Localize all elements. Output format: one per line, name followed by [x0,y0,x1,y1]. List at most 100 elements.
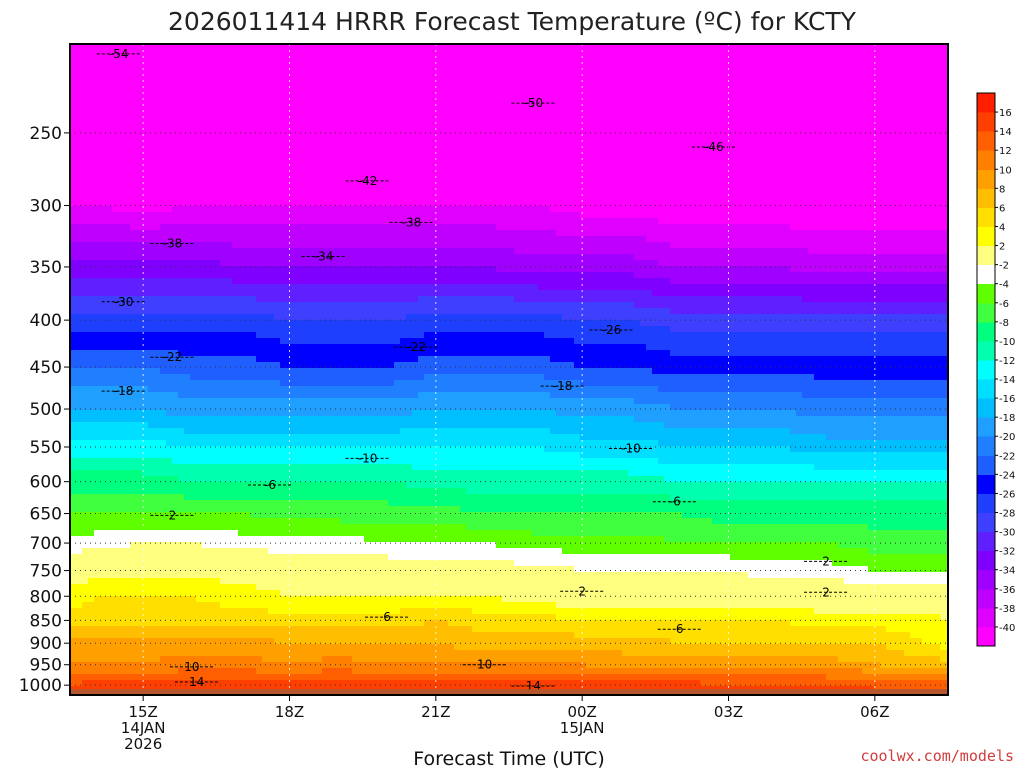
temperature-cell [130,116,136,122]
temperature-cell [136,482,142,488]
temperature-cell [274,686,280,692]
temperature-cell [268,524,274,530]
temperature-cell [148,362,154,368]
temperature-cell [160,578,166,584]
temperature-cell [184,536,190,542]
temperature-cell [82,68,88,74]
temperature-cell [244,314,250,320]
temperature-cell [160,608,166,614]
temperature-cell [322,134,328,140]
temperature-cell [136,572,142,578]
temperature-cell [220,236,226,242]
temperature-cell [232,86,238,92]
temperature-cell [220,80,226,86]
temperature-cell [94,200,100,206]
temperature-cell [292,200,298,206]
temperature-cell [280,92,286,98]
temperature-cell [76,680,82,686]
temperature-cell [70,164,76,170]
temperature-cell [88,614,94,620]
temperature-cell [112,440,118,446]
temperature-cell [124,608,130,614]
temperature-cell [136,110,142,116]
temperature-cell [118,470,124,476]
temperature-cell [280,542,286,548]
temperature-cell [196,386,202,392]
temperature-cell [268,254,274,260]
temperature-cell [160,398,166,404]
temperature-cell [280,680,286,686]
temperature-cell [244,638,250,644]
temperature-cell [286,140,292,146]
temperature-cell [184,422,190,428]
temperature-cell [154,566,160,572]
temperature-cell [322,170,328,176]
temperature-cell [124,50,130,56]
temperature-cell [286,356,292,362]
temperature-cell [112,290,118,296]
temperature-cell [274,584,280,590]
temperature-cell [232,566,238,572]
temperature-cell [250,398,256,404]
temperature-cell [82,422,88,428]
temperature-cell [262,164,268,170]
temperature-cell [292,428,298,434]
temperature-cell [256,182,262,188]
temperature-cell [88,308,94,314]
temperature-cell [328,314,334,320]
temperature-cell [190,224,196,230]
temperature-cell [100,62,106,68]
temperature-cell [220,626,226,632]
temperature-cell [196,176,202,182]
temperature-cell [256,56,262,62]
temperature-cell [328,62,334,68]
temperature-cell [88,632,94,638]
temperature-cell [244,80,250,86]
temperature-cell [196,188,202,194]
temperature-cell [256,650,262,656]
temperature-cell [88,404,94,410]
temperature-cell [310,230,316,236]
temperature-cell [154,212,160,218]
temperature-cell [298,380,304,386]
temperature-cell [262,644,268,650]
temperature-cell [208,50,214,56]
temperature-cell [208,122,214,128]
temperature-cell [226,686,232,692]
temperature-cell [310,110,316,116]
temperature-cell [178,86,184,92]
temperature-cell [184,80,190,86]
temperature-cell [178,638,184,644]
temperature-cell [106,92,112,98]
temperature-cell [292,188,298,194]
temperature-cell [334,218,340,224]
temperature-cell [142,284,148,290]
temperature-cell [244,302,250,308]
temperature-cell [70,194,76,200]
temperature-cell [130,404,136,410]
temperature-cell [226,662,232,668]
temperature-cell [292,506,298,512]
temperature-cell [136,236,142,242]
temperature-cell [250,308,256,314]
temperature-cell [70,674,76,680]
temperature-cell [124,404,130,410]
temperature-cell [208,236,214,242]
temperature-cell [334,554,340,560]
temperature-cell [70,116,76,122]
temperature-cell [82,494,88,500]
temperature-cell [238,482,244,488]
temperature-cell [112,170,118,176]
temperature-cell [304,590,310,596]
temperature-cell [322,344,328,350]
temperature-cell [142,632,148,638]
temperature-cell [226,86,232,92]
temperature-cell [148,146,154,152]
temperature-cell [286,134,292,140]
temperature-cell [262,638,268,644]
temperature-cell [232,464,238,470]
temperature-cell [274,446,280,452]
temperature-cell [172,296,178,302]
temperature-cell [304,416,310,422]
temperature-cell [256,620,262,626]
